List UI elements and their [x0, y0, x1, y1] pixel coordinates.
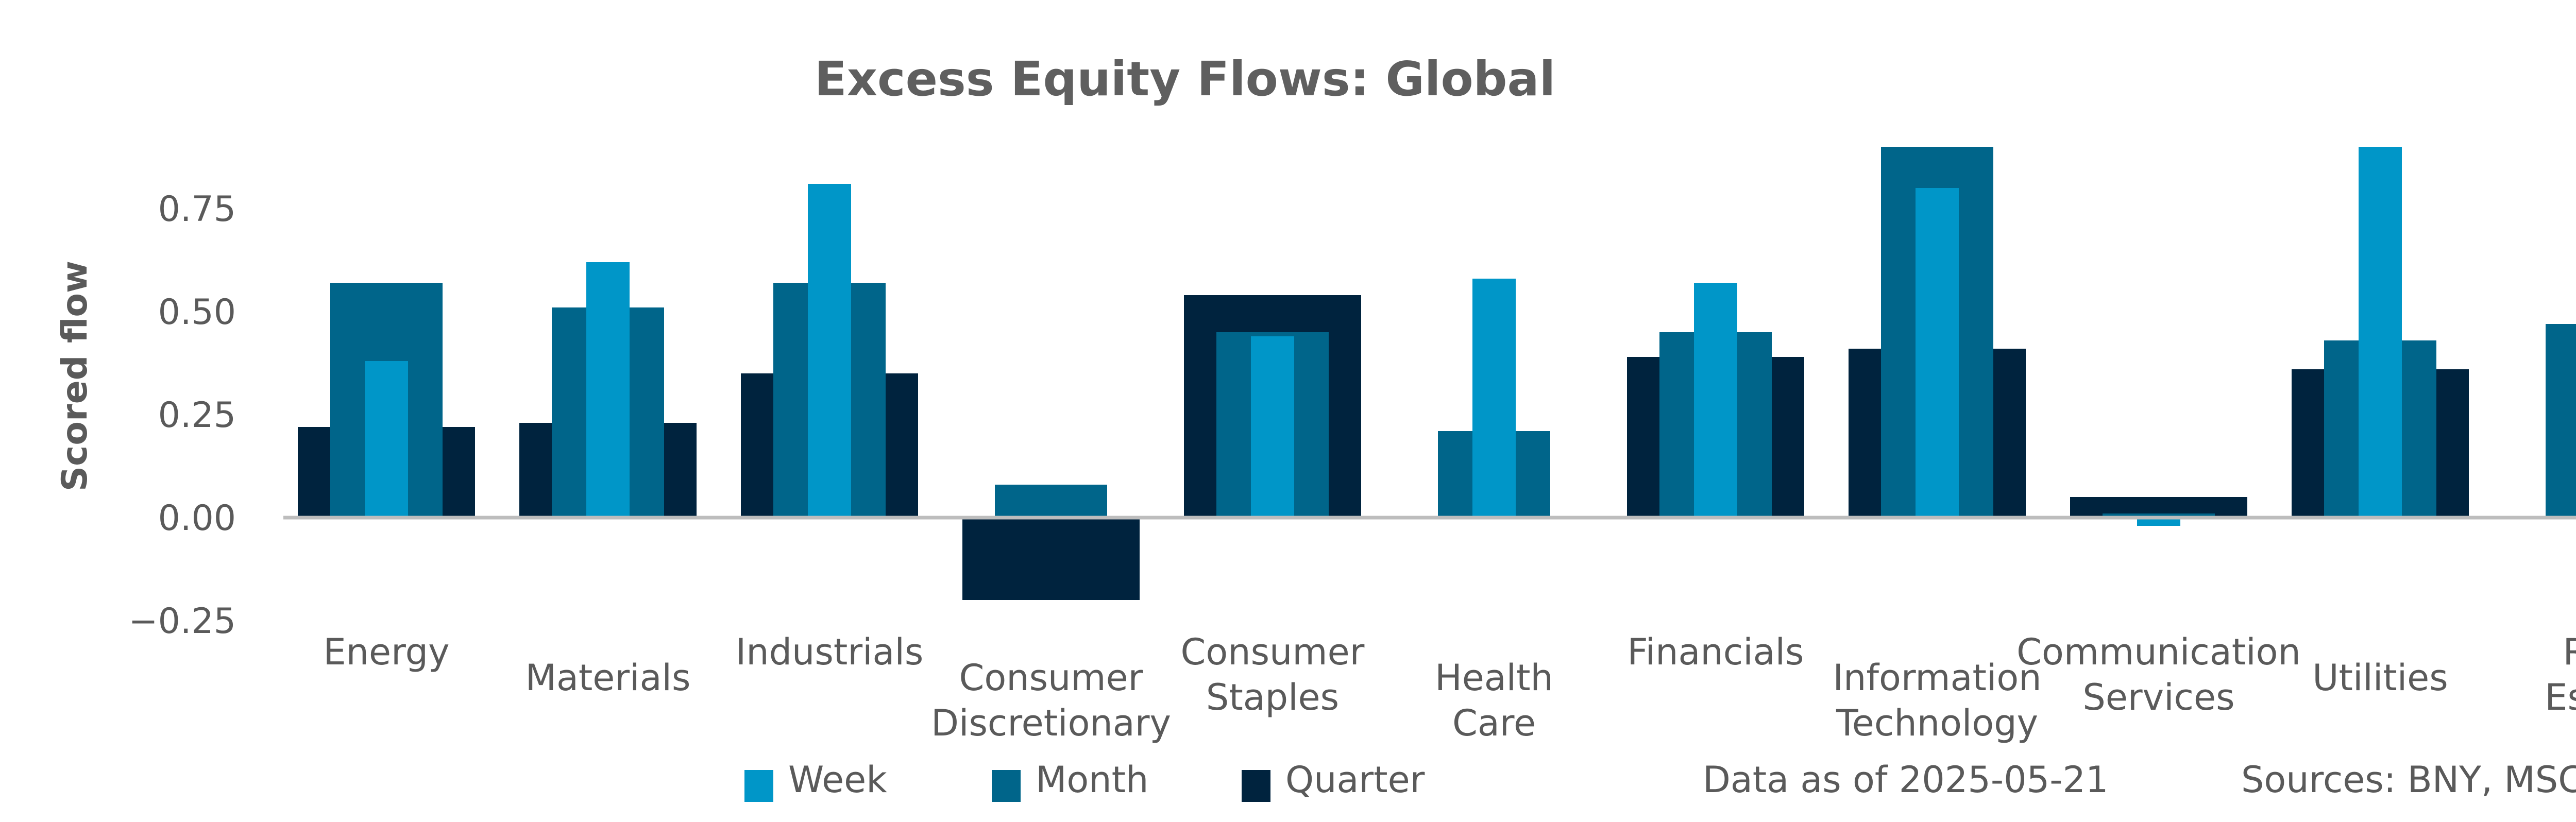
x-tick-label: Discretionary: [931, 702, 1171, 744]
x-tick-label: Care: [1452, 702, 1536, 744]
bar-week: [1472, 279, 1516, 518]
bar-quarter: [962, 518, 1140, 600]
x-tick-label: Consumer: [959, 657, 1143, 699]
x-tick-label: Information: [1833, 657, 2041, 699]
bar-week: [2359, 147, 2402, 518]
x-axis-ticks: Energy Materials Industrials ConsumerDiscre…: [323, 631, 2576, 744]
bars: [298, 147, 2576, 600]
y-tick-label: 0.00: [158, 498, 236, 539]
y-axis-ticks: 0.75 0.50 0.25 0.00 −0.25: [129, 189, 236, 642]
y-tick-label: −0.25: [129, 601, 236, 642]
x-tick-label: Real: [2563, 631, 2576, 673]
legend: Week Month Quarter: [744, 759, 1425, 802]
chart-title: Excess Equity Flows: Global: [815, 52, 1555, 107]
legend-swatch-month: [992, 770, 1021, 802]
bar-week: [1916, 188, 1959, 518]
legend-label-month: Month: [1036, 759, 1148, 801]
y-tick-label: 0.25: [158, 395, 236, 436]
legend-label-week: Week: [788, 759, 887, 801]
bar-week: [2137, 518, 2180, 526]
x-tick-label: Estate: [2545, 676, 2576, 718]
x-tick-label: Technology: [1836, 702, 2038, 744]
x-tick-label: Health: [1435, 657, 1553, 699]
bar-month: [2546, 324, 2576, 518]
bar-week: [1251, 336, 1294, 518]
legend-swatch-quarter: [1242, 770, 1270, 802]
legend-label-quarter: Quarter: [1285, 759, 1425, 801]
y-axis-label: Scored flow: [55, 261, 95, 491]
data-as-of-note: Data as of 2025-05-21: [1703, 759, 2109, 801]
legend-swatch-week: [744, 770, 773, 802]
x-tick-label: Industrials: [736, 631, 924, 673]
x-tick-label: Consumer: [1181, 631, 1365, 673]
bar-week: [365, 361, 408, 518]
bar-week: [1694, 283, 1737, 518]
sources-note: Sources: BNY, MSCI: [2241, 759, 2576, 801]
x-tick-label: Communication: [2016, 631, 2301, 673]
bar-month: [995, 485, 1107, 518]
x-tick-label: Financials: [1628, 631, 1804, 673]
y-tick-label: 0.75: [158, 189, 236, 230]
y-tick-label: 0.50: [158, 292, 236, 333]
x-tick-label: Services: [2082, 676, 2234, 718]
bar-month: [2103, 513, 2215, 518]
x-tick-label: Utilities: [2312, 657, 2448, 699]
x-tick-label: Energy: [323, 631, 449, 673]
x-tick-label: Staples: [1206, 676, 1339, 718]
x-tick-label: Materials: [526, 657, 691, 699]
bar-week: [808, 184, 851, 518]
bar-week: [586, 262, 630, 518]
